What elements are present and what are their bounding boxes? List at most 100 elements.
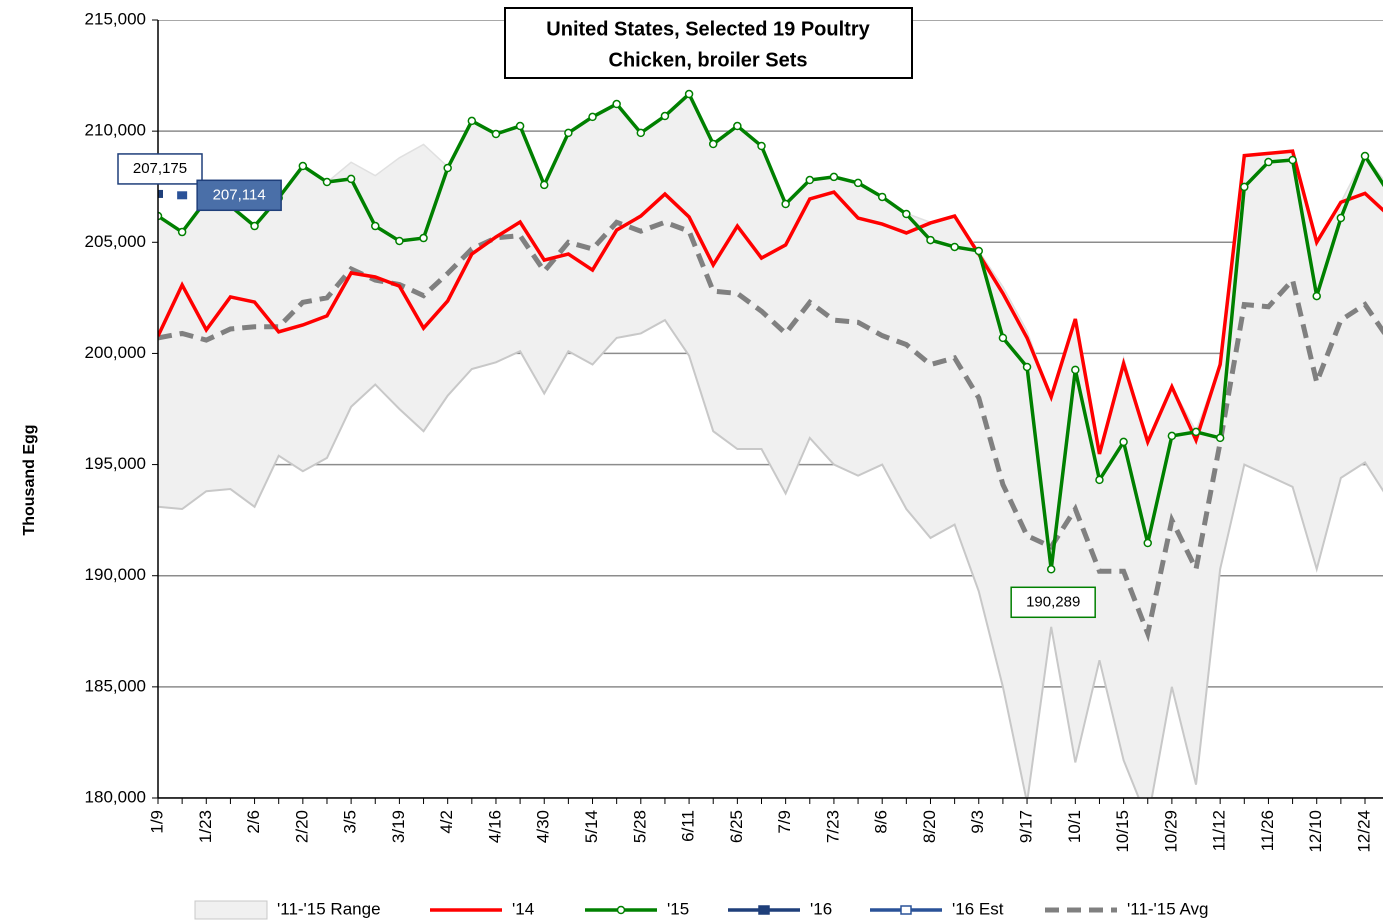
x-tick-label: 6/25 (727, 810, 746, 843)
point (1191, 427, 1201, 437)
y-tick-label: 210,000 (85, 121, 146, 140)
point (660, 111, 670, 121)
axes: 180,000 185,000 190,000 195,000 200,000 205,0… (85, 9, 1383, 853)
range-edge (158, 318, 1383, 798)
y-tick-label: 195,000 (85, 454, 146, 473)
point (177, 227, 187, 237)
chart-subtitle: Chicken, broiler Sets (609, 49, 808, 71)
point (419, 233, 428, 243)
point (708, 139, 718, 149)
value-label-box (1010, 586, 1096, 619)
x-tick-label: 8/20 (920, 810, 939, 843)
point (1312, 291, 1321, 301)
point (158, 189, 163, 198)
legend-marker (900, 905, 912, 915)
value-label-box (196, 179, 282, 212)
point (298, 161, 308, 171)
x-tick-label: 4/2 (437, 810, 456, 834)
legend-label: '11-'15 Range (277, 899, 381, 918)
x-tick-label: 2/6 (244, 810, 263, 834)
labels: 190,289 207,175 207,114 (117, 153, 1096, 619)
point (1360, 151, 1370, 161)
legend-label: '16 Est (952, 899, 1004, 918)
x-tick-label: 9/3 (968, 810, 987, 834)
x-tick-label: 2/20 (292, 810, 311, 843)
x-tick-label: 8/6 (872, 810, 891, 834)
point (902, 209, 911, 219)
x-tick-label: 7/23 (823, 810, 842, 843)
point (1264, 157, 1273, 167)
point (1046, 565, 1056, 574)
x-tick-label: 3/19 (389, 810, 408, 843)
point (177, 191, 188, 200)
legend-label: '11-'15 Avg (1127, 899, 1208, 918)
point (733, 121, 742, 131)
point (1240, 182, 1249, 192)
title-box (504, 7, 913, 79)
x-tick-label: 5/14 (582, 810, 601, 843)
point (1095, 475, 1104, 485)
point (853, 178, 863, 188)
point (1119, 437, 1128, 447)
y-tick-label: 205,000 (85, 232, 146, 251)
point (974, 246, 984, 256)
point (636, 128, 646, 138)
legend-label: '16 (810, 899, 832, 918)
x-tick-label: 10/29 (1161, 810, 1180, 853)
point (1215, 433, 1225, 443)
point (250, 221, 259, 231)
point (998, 333, 1008, 343)
x-tick-label: 10/15 (1113, 810, 1132, 853)
x-tick-label: 3/5 (341, 810, 360, 834)
value-label-box (117, 153, 203, 185)
x-tick-label: 11/26 (1258, 810, 1277, 851)
point (1143, 538, 1152, 548)
point (926, 235, 935, 245)
series-line (158, 149, 1383, 455)
x-tick-label: 7/9 (775, 810, 794, 834)
legend-label: '15 (667, 899, 689, 918)
x-tick-label: 10/1 (1065, 810, 1084, 843)
y-tick-label: 190,000 (85, 565, 146, 584)
x-tick-label: 1/9 (147, 810, 166, 834)
point (346, 174, 356, 184)
point (1167, 431, 1177, 441)
series-line (158, 219, 1383, 643)
point (612, 99, 621, 109)
point (829, 172, 839, 182)
y-tick-label: 180,000 (85, 787, 146, 806)
y-tick-label: 200,000 (85, 343, 146, 362)
range-area (158, 93, 1383, 798)
plot-area (158, 20, 1383, 798)
value-label: 190,289 (1026, 593, 1080, 610)
legend: '11-'15 Range '14 '15 '16 '16 Est '11-'15 Avg (194, 899, 1208, 920)
x-tick-label: 9/17 (1017, 810, 1036, 843)
point (757, 141, 766, 151)
point (588, 112, 597, 122)
point (395, 236, 404, 246)
point (1022, 362, 1032, 372)
point (491, 129, 501, 139)
x-tick-label: 12/10 (1306, 810, 1325, 853)
point (1336, 213, 1346, 223)
point (158, 211, 163, 221)
x-tick-label: 6/11 (679, 810, 698, 842)
point (805, 175, 815, 185)
point (877, 192, 887, 202)
point (564, 128, 573, 138)
point (539, 180, 549, 190)
point (443, 163, 452, 173)
point (950, 242, 959, 252)
x-tick-label: 12/24 (1354, 810, 1373, 853)
x-tick-label: 1/23 (196, 810, 215, 843)
x-tick-label: 4/30 (534, 810, 553, 843)
point (515, 121, 525, 131)
value-label: 207,175 (133, 160, 187, 177)
legend-marker (758, 905, 770, 915)
point (1288, 155, 1297, 165)
x-tick-label: 5/28 (630, 810, 649, 843)
y-axis-label: Thousand Egg (21, 424, 38, 535)
legend-label: '14 (512, 899, 534, 918)
point (467, 116, 477, 126)
